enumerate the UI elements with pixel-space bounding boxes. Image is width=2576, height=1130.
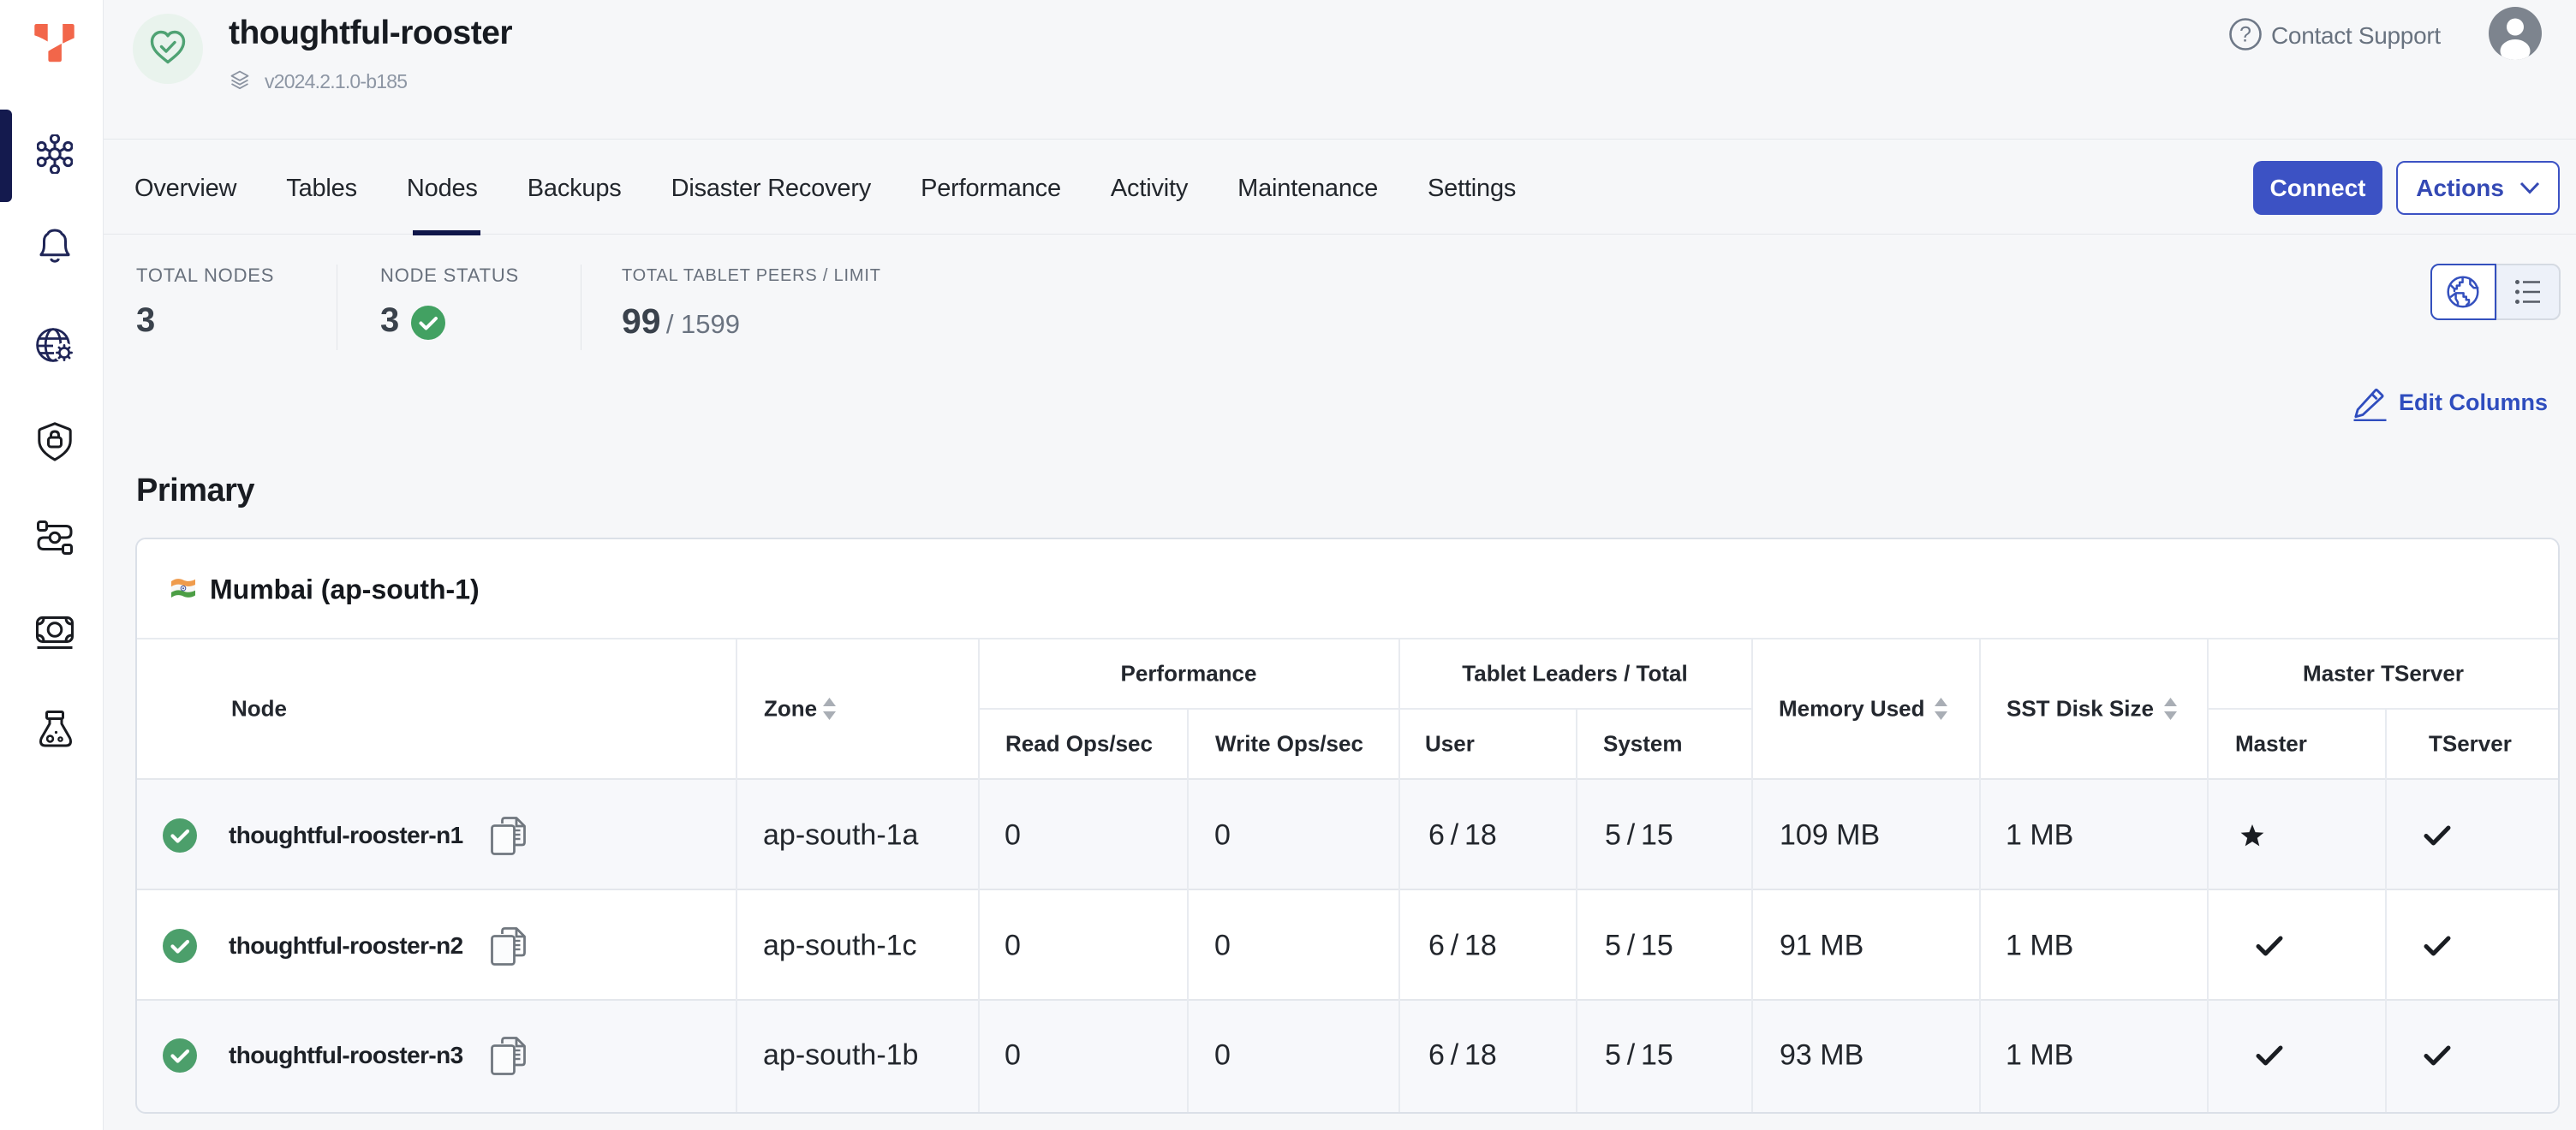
- svg-text:?: ?: [2239, 23, 2251, 47]
